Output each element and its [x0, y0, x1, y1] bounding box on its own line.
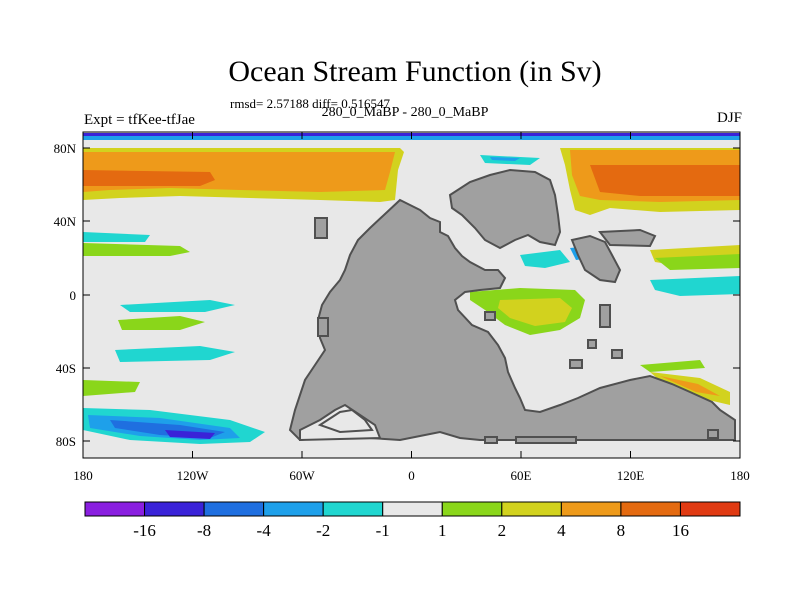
land-east: [570, 234, 622, 284]
southern-ocean-anomaly: [83, 360, 730, 444]
colorbar-swatch: [620, 501, 681, 517]
x-tick-label: 180: [73, 468, 93, 483]
colorbar-swatch: [679, 501, 741, 517]
colorbar-swatch: [501, 501, 562, 517]
band-south-green-1: [118, 316, 205, 330]
band-south-green-2: [83, 380, 140, 396]
colorbar-label: 8: [617, 521, 626, 540]
y-tick-label: 0: [70, 288, 77, 303]
y-axis: 80N 40N 0 40S 80S: [54, 141, 740, 449]
x-tick-label: 0: [408, 468, 415, 483]
band-south-cyan-1: [120, 300, 235, 312]
subtitle: 280_0_MaBP - 280_0_MaBP: [321, 105, 489, 120]
band-40n-green: [83, 243, 190, 256]
colorbar-label: -8: [197, 521, 211, 540]
y-tick-label: 40N: [54, 214, 77, 229]
colorbar-swatch: [144, 501, 205, 517]
x-tick-label: 120W: [177, 468, 210, 483]
y-tick-label: 40S: [56, 361, 76, 376]
x-tick-label: 180: [730, 468, 750, 483]
band-40n-cyan: [83, 232, 150, 242]
land-east-strip: [598, 228, 657, 248]
band-east-green: [655, 254, 740, 270]
colorbar-swatch: [263, 501, 324, 517]
island-8: [484, 436, 498, 444]
x-axis: 180 120W 60W 0 60E 120E 180: [73, 132, 750, 483]
island-2: [317, 317, 329, 337]
tropical-anomaly: [470, 246, 592, 335]
experiment-label: Expt = tfKee-tfJae: [84, 112, 195, 128]
colorbar-label: 2: [498, 521, 507, 540]
island-3: [484, 311, 496, 321]
colorbar-swatch: [84, 501, 146, 517]
band-east-cyan: [650, 276, 740, 296]
north-atlantic-anomaly: [480, 148, 740, 215]
island-5: [587, 339, 597, 349]
colorbar-label: -1: [376, 521, 390, 540]
colorbar-label: 16: [672, 521, 689, 540]
x-tick-label: 60W: [289, 468, 315, 483]
band-south-cyan-2: [115, 346, 235, 362]
southern-inlet: [317, 408, 374, 434]
north-pacific-anomaly: [83, 148, 404, 202]
y-tick-label: 80N: [54, 141, 77, 156]
y-tick-label: 80S: [56, 434, 76, 449]
map-panel: [82, 131, 741, 459]
land-west: [288, 198, 736, 442]
colorbar-label: -2: [316, 521, 330, 540]
island-9: [515, 436, 577, 444]
island-4: [599, 304, 611, 328]
colorbar-swatch: [441, 501, 503, 517]
colorbar: -16 -8 -4 -2 -1 1 2 4 8 16: [84, 501, 741, 540]
season-label: DJF: [716, 110, 742, 126]
colorbar-label: -4: [257, 521, 272, 540]
plot-title: Ocean Stream Function (in Sv): [228, 55, 602, 88]
colorbar-swatch: [560, 501, 622, 517]
island-6: [569, 359, 583, 369]
colorbar-label: 4: [557, 521, 566, 540]
stats-label: rmsd= 2.57188 diff= 0.516547: [230, 96, 390, 111]
x-tick-label: 120E: [617, 468, 645, 483]
colorbar-swatch: [203, 501, 265, 517]
x-tick-label: 60E: [511, 468, 532, 483]
island-1: [314, 217, 328, 239]
land-masses: [288, 168, 736, 444]
island-10: [707, 429, 719, 439]
colorbar-swatch: [382, 501, 443, 517]
land-north-east: [448, 168, 562, 250]
colorbar-label: 1: [438, 521, 447, 540]
colorbar-label: -16: [133, 521, 156, 540]
island-7: [611, 349, 623, 359]
colorbar-swatch: [322, 501, 384, 517]
